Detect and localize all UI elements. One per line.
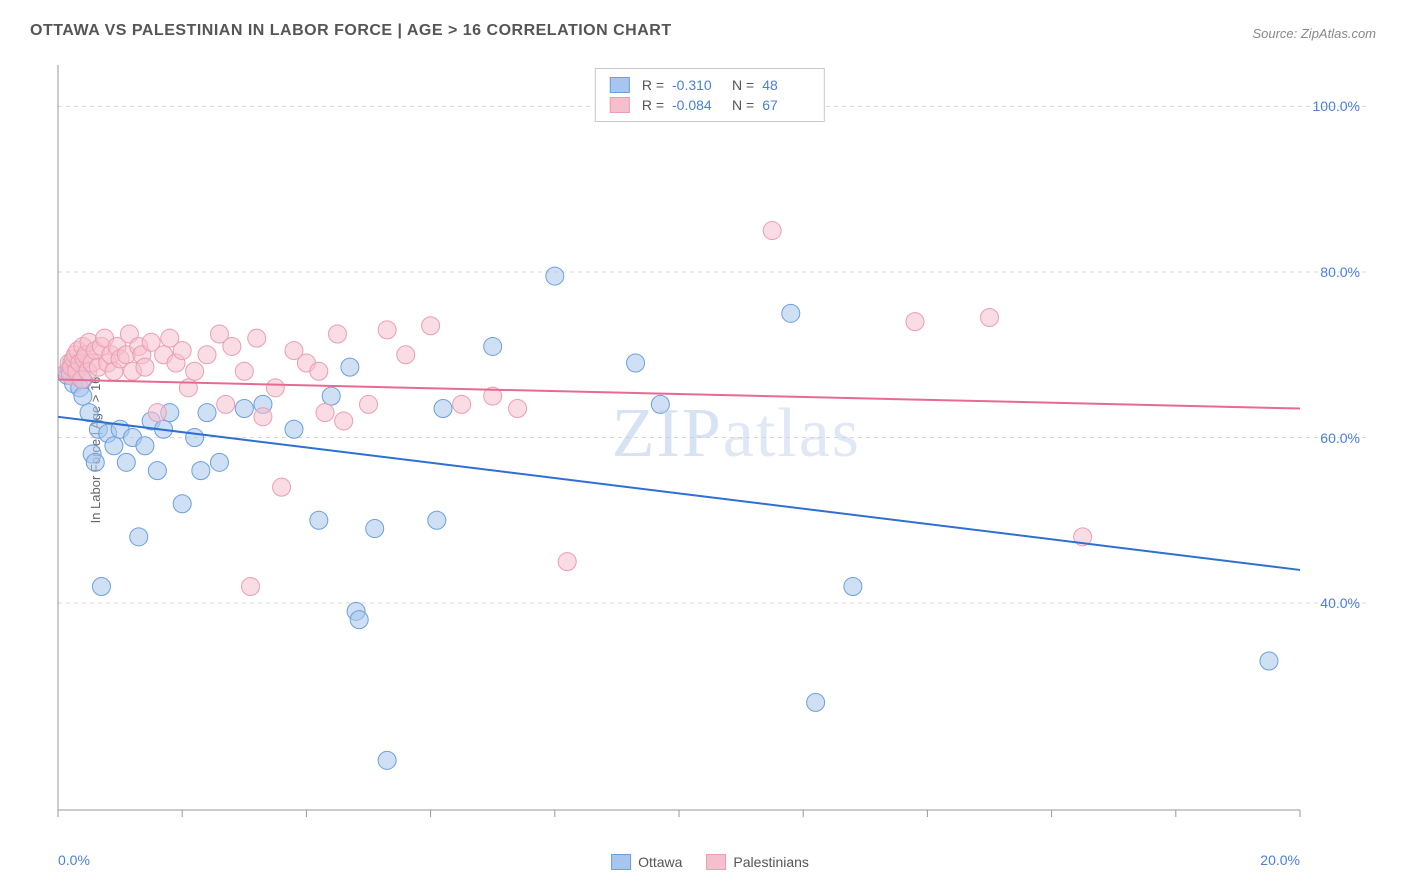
scatter-plot <box>50 60 1370 840</box>
legend-item-ottawa: Ottawa <box>611 854 682 870</box>
legend-label-palestinians: Palestinians <box>733 854 809 870</box>
legend-swatch-icon <box>706 854 726 870</box>
y-tick-label: 40.0% <box>1320 595 1360 611</box>
r-value-palestinians: -0.084 <box>672 97 720 113</box>
correlation-legend: R = -0.310 N = 48 R = -0.084 N = 67 <box>595 68 825 122</box>
n-label: N = <box>732 77 754 93</box>
source-attribution: Source: ZipAtlas.com <box>1252 26 1376 41</box>
r-label: R = <box>642 97 664 113</box>
legend-swatch-icon <box>611 854 631 870</box>
legend-item-palestinians: Palestinians <box>706 854 809 870</box>
legend-swatch-palestinians <box>610 97 630 113</box>
r-label: R = <box>642 77 664 93</box>
chart-title: OTTAWA VS PALESTINIAN IN LABOR FORCE | A… <box>30 22 672 40</box>
y-tick-label: 100.0% <box>1313 98 1360 114</box>
x-tick-label: 20.0% <box>1260 852 1300 868</box>
chart-area: In Labor Force | Age > 16 ZIPatlas R = -… <box>50 60 1370 840</box>
n-value-palestinians: 67 <box>762 97 810 113</box>
y-tick-label: 60.0% <box>1320 430 1360 446</box>
n-label: N = <box>732 97 754 113</box>
series-legend: Ottawa Palestinians <box>611 854 809 870</box>
n-value-ottawa: 48 <box>762 77 810 93</box>
legend-swatch-ottawa <box>610 77 630 93</box>
r-value-ottawa: -0.310 <box>672 77 720 93</box>
legend-row-ottawa: R = -0.310 N = 48 <box>610 75 810 95</box>
legend-label-ottawa: Ottawa <box>638 854 682 870</box>
x-tick-label: 0.0% <box>58 852 90 868</box>
y-tick-label: 80.0% <box>1320 264 1360 280</box>
legend-row-palestinians: R = -0.084 N = 67 <box>610 95 810 115</box>
